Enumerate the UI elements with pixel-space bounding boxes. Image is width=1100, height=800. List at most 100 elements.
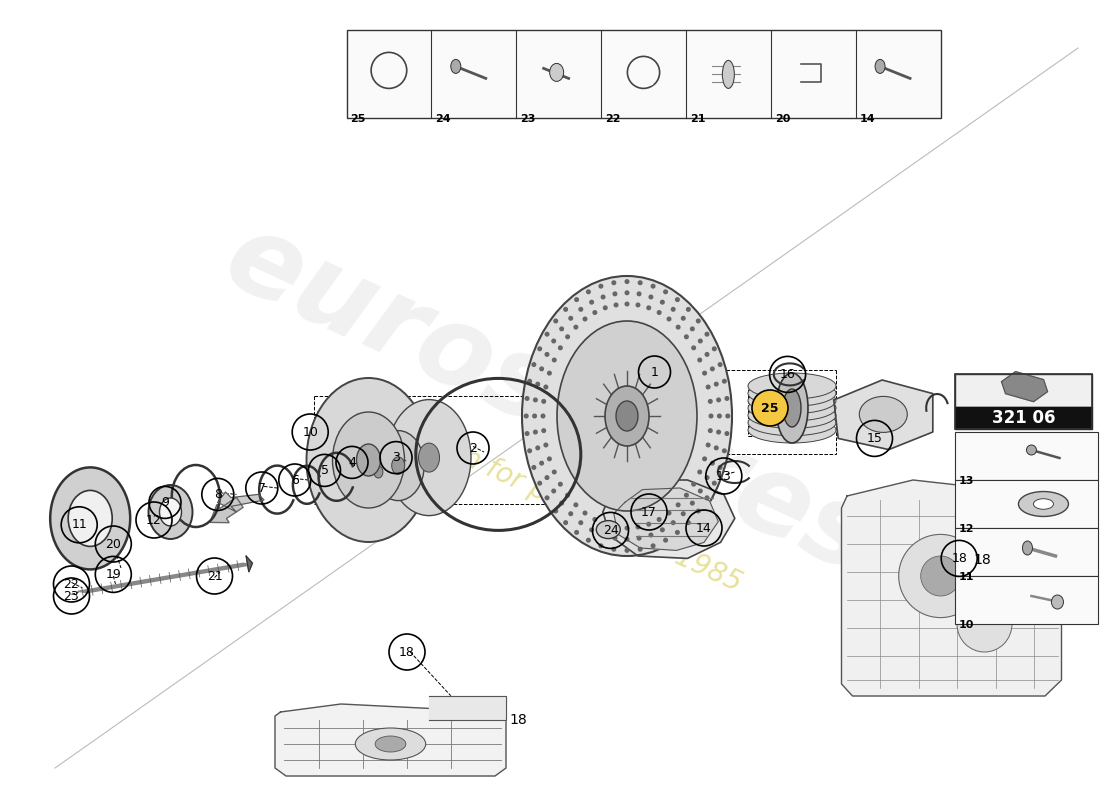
Ellipse shape [361,448,396,496]
Circle shape [715,382,718,386]
Text: 18: 18 [509,713,527,727]
Polygon shape [842,480,1062,696]
Text: 6: 6 [290,474,299,486]
Circle shape [583,511,586,514]
Ellipse shape [596,521,620,538]
Circle shape [711,462,714,465]
Text: 22: 22 [605,114,620,124]
Circle shape [681,317,685,320]
Circle shape [586,290,591,294]
Text: 20: 20 [106,538,121,550]
Circle shape [676,326,680,329]
Circle shape [602,534,605,537]
Circle shape [726,414,729,418]
Circle shape [532,414,537,418]
Circle shape [613,536,617,540]
Circle shape [711,367,714,370]
Circle shape [614,526,618,529]
Circle shape [705,476,708,479]
Circle shape [586,538,591,542]
Circle shape [544,443,548,446]
Circle shape [593,310,596,314]
Circle shape [604,306,607,310]
Circle shape [697,358,702,362]
Circle shape [546,332,549,336]
Text: 17: 17 [641,506,657,518]
Circle shape [705,496,708,500]
Ellipse shape [418,443,440,472]
Circle shape [647,522,650,526]
Text: 321 06: 321 06 [992,409,1055,427]
Circle shape [559,482,562,486]
Circle shape [534,398,537,402]
Circle shape [569,317,573,320]
Text: 3: 3 [392,451,400,464]
Circle shape [686,521,690,525]
Ellipse shape [1034,498,1054,510]
Text: 12: 12 [146,514,162,526]
Circle shape [703,371,706,375]
Circle shape [723,449,726,453]
Circle shape [564,521,568,525]
Circle shape [593,518,596,522]
Circle shape [574,503,578,506]
Ellipse shape [1023,541,1033,555]
Circle shape [552,339,556,343]
Ellipse shape [921,556,960,596]
Text: 8: 8 [213,488,222,501]
Circle shape [675,530,679,534]
Circle shape [668,511,671,514]
Ellipse shape [387,399,471,515]
Text: 13: 13 [716,470,732,482]
Circle shape [526,432,529,435]
Circle shape [698,489,702,493]
Circle shape [752,390,788,426]
Circle shape [625,280,629,283]
Circle shape [681,512,685,515]
Circle shape [717,414,722,418]
Circle shape [717,430,720,434]
Circle shape [560,502,563,505]
Circle shape [636,303,640,306]
Circle shape [575,530,579,534]
Circle shape [697,470,702,474]
Circle shape [574,326,578,329]
Circle shape [638,547,642,551]
Circle shape [564,307,568,311]
Circle shape [548,457,551,461]
Circle shape [552,489,556,493]
Circle shape [663,290,668,294]
Ellipse shape [355,728,426,760]
Circle shape [528,449,531,453]
Circle shape [671,521,675,525]
Ellipse shape [356,444,381,476]
Circle shape [613,292,617,296]
Circle shape [649,295,652,298]
Text: 22: 22 [64,578,79,590]
Circle shape [658,518,661,522]
Ellipse shape [51,467,130,570]
Circle shape [723,379,726,383]
Polygon shape [834,380,933,450]
Circle shape [575,298,579,302]
Circle shape [542,399,546,403]
Circle shape [676,503,680,506]
Circle shape [583,318,586,321]
Circle shape [538,482,541,485]
Ellipse shape [451,59,461,74]
Circle shape [706,443,710,446]
Circle shape [637,536,641,540]
Circle shape [625,526,629,530]
Text: 4: 4 [348,456,356,469]
Circle shape [612,281,616,285]
Circle shape [541,414,544,418]
Circle shape [569,512,573,515]
Text: 21: 21 [207,570,222,582]
Ellipse shape [899,534,982,618]
Ellipse shape [1019,491,1068,517]
Circle shape [713,347,716,350]
Circle shape [637,292,641,296]
Circle shape [725,397,728,400]
Circle shape [696,510,700,513]
Circle shape [710,414,713,418]
